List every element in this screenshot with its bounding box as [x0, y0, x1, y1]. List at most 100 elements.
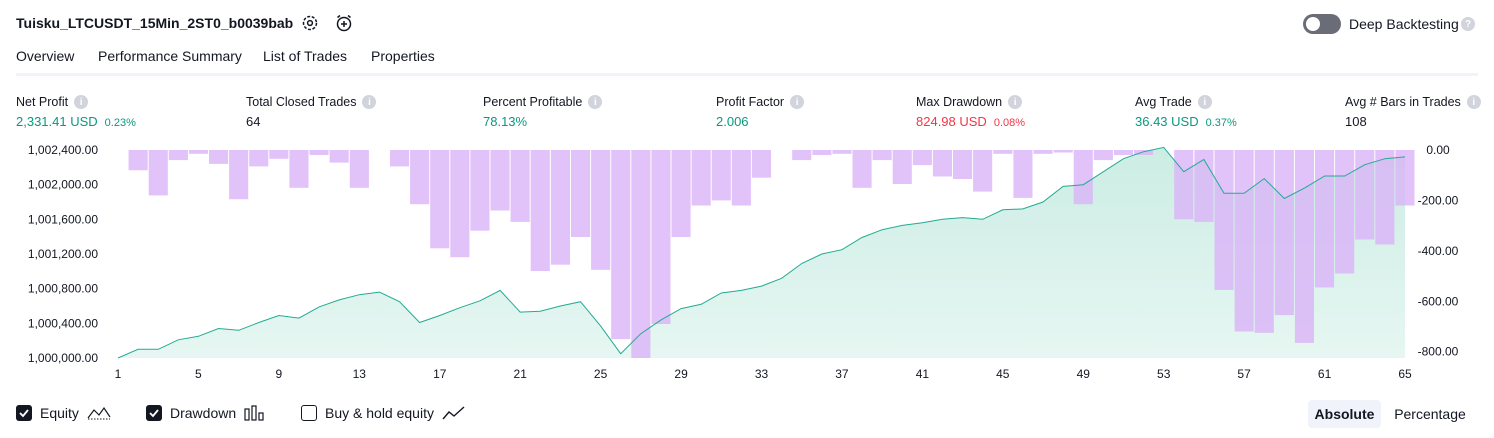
- x-axis-tick-label: 45: [996, 367, 1010, 380]
- drawdown-bar: [651, 150, 671, 324]
- legend-equity[interactable]: Equity: [16, 405, 111, 421]
- metric-avg-bars-in-trades: Avg # Bars in Trades i 108: [1345, 95, 1481, 129]
- drawdown-bar: [1134, 150, 1154, 155]
- left-axis-tick-label: 1,000,400.00: [28, 316, 98, 330]
- drawdown-bar: [168, 150, 188, 161]
- metric-percent-profitable: Percent Profitable i 78.13%: [483, 95, 603, 129]
- x-axis-tick-label: 17: [433, 367, 447, 380]
- drawdown-bar: [410, 150, 430, 205]
- settings-gear-icon[interactable]: [300, 13, 320, 33]
- drawdown-bar: [349, 150, 369, 188]
- legend-drawdown[interactable]: Drawdown: [146, 405, 264, 421]
- metric-value: 108: [1345, 114, 1367, 129]
- info-icon[interactable]: i: [362, 95, 377, 109]
- right-axis-tick-label: -800.00: [1418, 345, 1459, 359]
- metric-label: Max Drawdown: [916, 95, 1003, 109]
- drawdown-bar: [1053, 150, 1073, 153]
- deep-backtesting-toggle[interactable]: [1303, 14, 1341, 34]
- drawdown-bar: [128, 150, 148, 171]
- tab-properties[interactable]: Properties: [371, 48, 435, 64]
- equity-drawdown-chart[interactable]: 1,002,400.00 1,002,000.00 1,001,600.00 1,00…: [0, 140, 1494, 380]
- info-icon[interactable]: i: [588, 95, 603, 109]
- right-axis-tick-label: -600.00: [1418, 294, 1459, 308]
- drawdown-bars-icon: [244, 405, 264, 421]
- info-icon[interactable]: i: [1197, 95, 1212, 109]
- info-icon[interactable]: i: [790, 95, 805, 109]
- drawdown-bar: [249, 150, 269, 167]
- left-axis-tick-label: 1,001,200.00: [28, 247, 98, 261]
- tab-list-of-trades[interactable]: List of Trades: [263, 48, 348, 64]
- x-axis-tick-label: 1: [115, 367, 122, 380]
- x-axis-tick-label: 13: [353, 367, 367, 380]
- drawdown-bar: [1355, 150, 1375, 240]
- metric-value: 824.98 USD: [916, 114, 987, 129]
- legend-buy-hold-equity[interactable]: Buy & hold equity: [301, 405, 466, 421]
- absolute-mode-button[interactable]: Absolute: [1308, 400, 1381, 428]
- drawdown-bar: [269, 150, 289, 159]
- metric-percent: 0.08%: [993, 117, 1026, 129]
- x-axis-tick-label: 33: [755, 367, 769, 380]
- tab-overview[interactable]: Overview: [16, 48, 75, 76]
- drawdown-bar: [1294, 150, 1314, 343]
- drawdown-bar: [1335, 150, 1355, 274]
- strategy-title: Tuisku_LTCUSDT_15Min_2ST0_b0039bab: [16, 15, 294, 31]
- drawdown-bar: [993, 150, 1013, 154]
- drawdown-bar: [188, 150, 208, 154]
- drawdown-checkbox[interactable]: [146, 405, 162, 421]
- drawdown-bar: [1093, 150, 1113, 161]
- drawdown-bar: [209, 150, 229, 164]
- right-axis-tick-label: -200.00: [1418, 193, 1459, 207]
- tab-performance-summary[interactable]: Performance Summary: [98, 48, 242, 64]
- info-icon[interactable]: i: [1466, 95, 1481, 109]
- left-axis-tick-label: 1,000,000.00: [28, 351, 98, 365]
- drawdown-bar: [530, 150, 550, 271]
- deep-backtesting-help-icon[interactable]: ?: [1461, 17, 1475, 31]
- drawdown-bar: [571, 150, 591, 237]
- left-axis-tick-label: 1,002,400.00: [28, 143, 98, 157]
- drawdown-bar: [1214, 150, 1234, 290]
- drawdown-bar: [751, 150, 771, 178]
- equity-checkbox[interactable]: [16, 405, 32, 421]
- drawdown-label: Drawdown: [170, 405, 237, 421]
- add-alert-clock-icon[interactable]: [334, 13, 354, 33]
- drawdown-bar: [229, 150, 249, 200]
- equity-line-icon: [87, 406, 111, 420]
- drawdown-bar: [912, 150, 932, 166]
- right-axis-tick-label: -400.00: [1418, 244, 1459, 258]
- metric-label: Net Profit: [16, 95, 69, 109]
- drawdown-bar: [671, 150, 691, 237]
- metric-profit-factor: Profit Factor i 2.006: [716, 95, 805, 129]
- buy-hold-checkbox[interactable]: [301, 405, 317, 421]
- info-icon[interactable]: i: [1008, 95, 1023, 109]
- drawdown-bar: [731, 150, 751, 206]
- drawdown-bar: [832, 150, 852, 154]
- drawdown-bar: [550, 150, 570, 265]
- metric-percent: 0.23%: [104, 117, 136, 129]
- metric-avg-trade: Avg Trade i 36.43 USD 0.37%: [1135, 95, 1237, 129]
- drawdown-bar: [309, 150, 329, 155]
- drawdown-bar: [691, 150, 711, 206]
- drawdown-bar: [892, 150, 912, 184]
- info-icon[interactable]: i: [74, 95, 89, 109]
- drawdown-bar: [932, 150, 952, 177]
- metric-total-closed-trades: Total Closed Trades i 64: [246, 95, 377, 129]
- drawdown-bar: [1254, 150, 1274, 333]
- x-axis-tick-label: 49: [1077, 367, 1091, 380]
- drawdown-bar: [711, 150, 731, 201]
- metric-net-profit: Net Profit i 2,331.41 USD 0.23%: [16, 95, 136, 129]
- metric-value: 2,331.41 USD: [16, 114, 98, 129]
- drawdown-bar: [872, 150, 892, 161]
- left-axis-tick-label: 1,000,800.00: [28, 282, 98, 296]
- drawdown-bar: [289, 150, 309, 188]
- tabs-divider: [16, 73, 1478, 76]
- drawdown-bar: [1174, 150, 1194, 220]
- metric-label: Total Closed Trades: [246, 95, 357, 109]
- drawdown-bar: [430, 150, 450, 249]
- drawdown-bar: [1274, 150, 1294, 316]
- percentage-mode-button[interactable]: Percentage: [1394, 406, 1466, 422]
- metric-label: Percent Profitable: [483, 95, 583, 109]
- drawdown-bar: [510, 150, 530, 222]
- right-axis-tick-label: 0.00: [1426, 143, 1450, 157]
- drawdown-bar: [329, 150, 349, 163]
- toggle-knob: [1306, 17, 1320, 31]
